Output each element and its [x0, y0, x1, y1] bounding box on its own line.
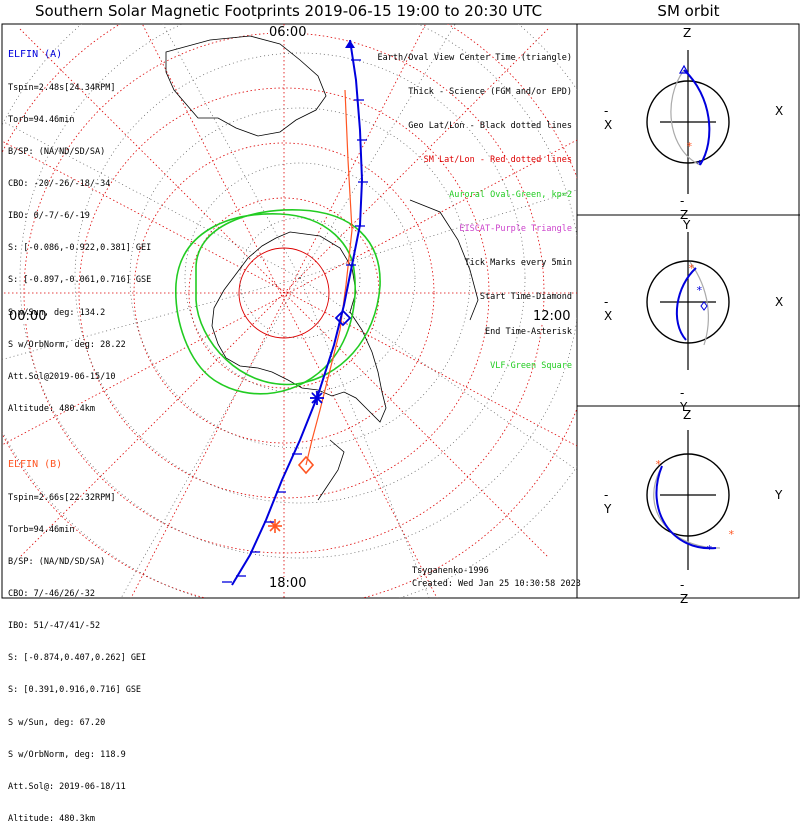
elfin-b-end-asterisk	[268, 519, 282, 533]
xy-top-label: Y	[683, 218, 691, 232]
elfin-a-line: Altitude: 480.4km	[8, 403, 95, 414]
elfin-b-line: Torb=94.46min	[8, 524, 75, 535]
model-name: Tsyganenko-1996	[412, 566, 489, 576]
elfin-b-line: Tspin=2.66s[22.32RPM]	[8, 492, 116, 503]
mlt-label-right: 12:00	[532, 309, 572, 324]
elfin-b-line: Att.Sol@: 2019-06-18/11	[8, 781, 126, 792]
xz-left-label: -X	[604, 104, 613, 132]
elfin-b-line: S w/Sun, deg: 67.20	[8, 717, 106, 728]
elfin-b-start-diamond	[297, 455, 315, 475]
mlt-label-bottom: 18:00	[268, 576, 308, 591]
svg-text:*: *	[706, 543, 713, 556]
elfin-a-line: S w/Sun, deg: 134.2	[8, 307, 106, 318]
elfin-a-line: B/SP: (NA/ND/SD/SA)	[8, 147, 106, 158]
xz-top-label: Z	[683, 26, 692, 40]
elfin-b-line: IBO: 51/-47/41/-52	[8, 621, 101, 632]
elfin-a-line: S: [-0.086,-0.922,0.381] GEI	[8, 243, 152, 254]
coastlines	[165, 35, 479, 501]
geo-lon-lines	[2, 24, 577, 598]
orbit-panel-yz: * * *	[646, 430, 735, 570]
elfin-b-info: ELFIN (B) Tspin=2.66s[22.32RPM] Torb=94.…	[8, 438, 146, 835]
elfin-b-line: B/SP: (NA/ND/SD/SA)	[8, 557, 106, 568]
elfin-a-footprint	[231, 39, 364, 586]
xy-left-label: -X	[604, 295, 613, 323]
elfin-a-line: Att.Sol@2019-06-15/10	[8, 371, 116, 382]
elfin-a-line: Tspin=2.48s[24.34RPM]	[8, 82, 116, 93]
elfin-b-line: CBO: 7/-46/26/-32	[8, 589, 95, 600]
orbit-panel-title: SM orbit	[657, 2, 720, 20]
elfin-b-footprint	[305, 89, 353, 466]
xy-right-label: X	[775, 295, 784, 309]
legend-item: Thick - Science (FGM and/or EPD)	[408, 87, 572, 98]
yz-top-label: Z	[683, 408, 692, 422]
xz-bottom-label: -Z	[680, 194, 689, 222]
legend: Earth/Oval View Center Time (triangle) T…	[378, 30, 572, 384]
elfin-b-name: ELFIN (B)	[8, 459, 63, 471]
legend-item: EISCAT-Purple Triangle	[459, 223, 572, 234]
yz-left-label: -Y	[604, 488, 612, 516]
orbit-panel-xy: * *	[646, 232, 730, 370]
elfin-b-line: Altitude: 480.3km	[8, 813, 95, 824]
sm-lon-lines	[2, 24, 577, 598]
polar-map: * * * * * * *	[1, 23, 800, 599]
svg-text:*: *	[696, 158, 703, 171]
elfin-b-line: S: [0.391,0.916,0.716] GSE	[8, 685, 142, 696]
legend-item: Tick Marks every 5min	[464, 258, 572, 269]
created-timestamp: Created: Wed Jan 25 10:30:58 2023	[412, 579, 581, 589]
svg-text:*: *	[728, 528, 735, 541]
mlt-label-left: 00:00	[8, 309, 48, 324]
elfin-a-line: S w/OrbNorm, deg: 28.22	[8, 339, 126, 350]
elfin-b-line: S w/OrbNorm, deg: 118.9	[8, 749, 126, 760]
xy-bottom-label: -Y	[680, 386, 688, 414]
auroral-oval	[175, 209, 381, 395]
legend-item: Start Time-Diamond	[479, 292, 572, 303]
legend-item: VLF-Green Square	[490, 360, 572, 371]
legend-item: Geo Lat/Lon - Black dotted lines	[408, 121, 572, 132]
elfin-a-line: IBO: 0/-7/-6/-19	[8, 211, 90, 222]
elfin-a-line: S: [-0.897,-0.061,0.716] GSE	[8, 275, 152, 286]
elfin-a-name: ELFIN (A)	[8, 49, 63, 61]
plot-title: Southern Solar Magnetic Footprints 2019-…	[34, 2, 543, 20]
elfin-a-info: ELFIN (A) Tspin=2.48s[24.34RPM] Torb=94.…	[8, 28, 151, 425]
geo-lat-circles	[2, 24, 577, 598]
yz-right-label: Y	[775, 488, 783, 502]
legend-item: Earth/Oval View Center Time (triangle)	[377, 52, 572, 63]
elfin-a-end-asterisk	[310, 391, 324, 405]
svg-text:*: *	[696, 284, 703, 297]
elfin-a-view-triangle	[345, 40, 355, 48]
svg-text:*: *	[688, 262, 695, 275]
elfin-a-line: CBO: -20/-26/-18/-34	[8, 179, 111, 190]
yz-bottom-label: -Z	[680, 578, 689, 606]
elfin-a-start-diamond	[334, 309, 352, 327]
legend-item: SM Lat/Lon - Red dotted lines	[423, 155, 572, 166]
legend-item: End Time-Asterisk	[485, 326, 572, 337]
legend-item: Auroral Oval-Green, kp=2	[449, 189, 572, 200]
orbit-panel-xz: * *	[646, 50, 730, 194]
elfin-a-line: Torb=94.46min	[8, 114, 75, 125]
elfin-b-line: S: [-0.874,0.407,0.262] GEI	[8, 653, 147, 664]
mlt-label-top: 06:00	[268, 25, 308, 40]
svg-text:*: *	[655, 458, 662, 471]
svg-text:*: *	[686, 140, 693, 153]
xz-right-label: X	[775, 104, 784, 118]
elfin-a-tick-marks	[222, 59, 368, 583]
orbit-frame	[576, 23, 800, 599]
